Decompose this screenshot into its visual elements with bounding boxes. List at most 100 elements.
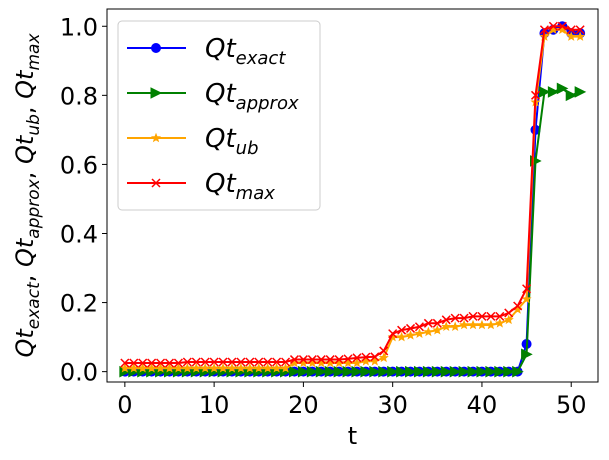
y-label-sub: ub — [24, 114, 44, 136]
data-point-max — [379, 346, 389, 356]
data-point-approx — [458, 365, 471, 378]
legend-label: Qtmax — [205, 169, 275, 204]
data-point-approx — [449, 365, 462, 378]
data-point-approx — [547, 86, 560, 98]
legend-label: Qtapprox — [205, 79, 299, 114]
data-point-ub — [503, 314, 514, 325]
data-point-max — [388, 329, 398, 339]
data-point-ub — [396, 331, 407, 342]
y-tick-label: 0.8 — [60, 82, 98, 110]
data-point-ub — [459, 319, 470, 330]
legend: Qtexact Qtapprox Qtub Qtmax — [117, 20, 321, 211]
data-point-approx — [485, 365, 497, 378]
data-point-max — [191, 357, 201, 367]
data-point-max — [468, 311, 478, 321]
y-label-base: Qt — [11, 328, 39, 358]
data-point-max — [504, 308, 514, 318]
data-point-approx — [288, 365, 301, 378]
data-point-max — [343, 354, 353, 364]
data-point-ub — [191, 362, 202, 373]
data-point-max — [138, 358, 148, 368]
data-point-max — [370, 352, 380, 362]
legend-item-approx: Qtapprox — [127, 79, 299, 114]
y-label-sep: , — [11, 99, 39, 114]
data-point-max — [307, 355, 317, 365]
y-label-sub: max — [24, 33, 44, 71]
data-point-max — [164, 358, 175, 368]
legend-marker — [150, 132, 162, 143]
data-point-approx — [565, 89, 578, 102]
data-point-ub — [235, 362, 246, 373]
data-point-max — [397, 325, 407, 335]
data-point-ub — [494, 317, 505, 328]
data-point-max — [263, 357, 273, 367]
data-point-max — [441, 315, 451, 325]
data-point-approx — [387, 365, 399, 378]
data-point-approx — [556, 82, 569, 95]
y-label-base: Qt — [11, 69, 39, 99]
data-point-ub — [253, 362, 264, 373]
data-point-approx — [333, 365, 346, 378]
data-point-max — [477, 311, 487, 321]
y-axis: 0.0 0.2 0.4 0.6 0.8 1.0 — [60, 13, 107, 387]
data-point-approx — [324, 365, 337, 378]
x-tick-label: 30 — [377, 391, 408, 419]
data-point-ub — [414, 328, 425, 338]
data-point-approx — [431, 365, 444, 378]
data-point-max — [129, 358, 139, 368]
data-point-max — [450, 313, 460, 323]
data-point-ub — [450, 321, 461, 332]
data-point-approx — [378, 365, 390, 378]
data-point-ub — [244, 362, 255, 373]
data-point-approx — [315, 365, 328, 378]
data-point-ub — [271, 362, 282, 373]
data-point-max — [352, 353, 362, 363]
legend-label: Qtexact — [205, 34, 286, 69]
y-tick-label: 1.0 — [60, 13, 98, 41]
data-point-approx — [351, 365, 364, 378]
y-tick-label: 0.0 — [60, 359, 98, 387]
data-point-max — [414, 322, 424, 332]
y-label-sep: , — [11, 267, 39, 282]
y-label-sub: exact — [24, 281, 44, 329]
data-point-ub — [226, 362, 238, 373]
data-point-max — [218, 357, 228, 367]
data-point-ub — [566, 31, 577, 41]
data-point-max — [289, 355, 300, 365]
data-point-approx — [360, 365, 373, 378]
data-point-max — [513, 301, 523, 311]
data-point-max — [432, 318, 442, 328]
data-point-approx — [422, 365, 435, 378]
data-point-max — [173, 358, 183, 368]
data-point-max — [245, 357, 255, 367]
x-tick-label: 50 — [556, 391, 587, 419]
data-point-approx — [503, 365, 515, 378]
legend-item-exact: Qtexact — [127, 34, 286, 69]
data-point-max — [316, 355, 326, 365]
legend-marker — [150, 87, 163, 99]
data-point-max — [557, 21, 567, 31]
series-approx — [119, 82, 587, 378]
data-point-approx — [342, 365, 355, 378]
data-point-ub — [521, 293, 532, 304]
data-point-max — [530, 90, 541, 100]
y-axis-label: Qtexact, Qtapprox, Qtub, Qtmax — [11, 33, 44, 358]
data-point-max — [361, 352, 371, 362]
data-point-max — [120, 358, 130, 368]
data-point-max — [200, 357, 210, 367]
data-point-max — [522, 284, 532, 294]
series-line-max — [124, 25, 581, 364]
x-axis: 0 10 20 30 40 50 — [117, 382, 586, 419]
data-point-max — [423, 318, 433, 328]
data-point-approx — [467, 365, 480, 378]
y-tick-label: 0.6 — [60, 151, 98, 179]
y-tick-label: 0.4 — [60, 220, 98, 248]
data-point-max — [236, 357, 246, 367]
x-tick-label: 20 — [288, 391, 319, 419]
data-point-approx — [306, 365, 319, 378]
legend-box — [117, 20, 321, 211]
data-point-max — [156, 358, 166, 368]
data-point-ub — [209, 362, 220, 373]
data-point-max — [405, 323, 416, 333]
data-point-ub — [218, 362, 229, 373]
